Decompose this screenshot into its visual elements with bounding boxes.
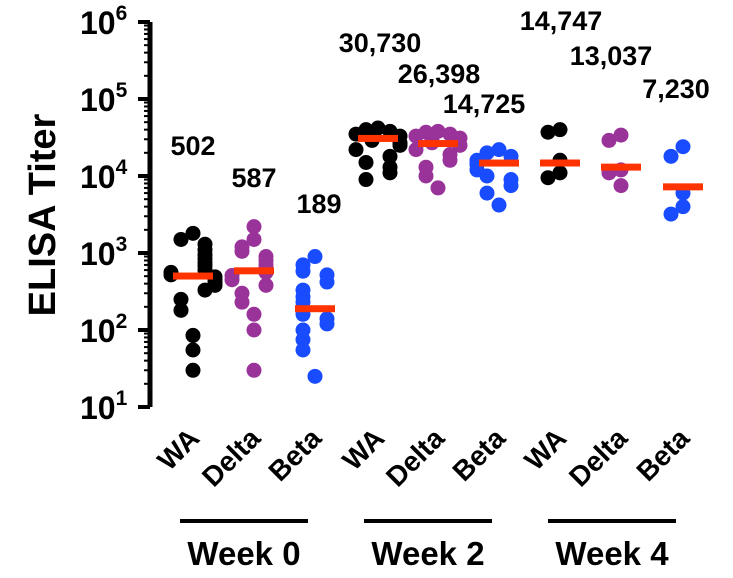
y-axis-label: ELISA Titer <box>22 113 64 316</box>
data-point-week-0-delta <box>246 219 262 235</box>
data-point-week-0-delta <box>234 243 250 259</box>
median-bar-week-2-beta <box>479 159 519 167</box>
data-point-week-2-beta <box>479 168 495 184</box>
median-bar-week-4-wa <box>540 159 580 167</box>
x-tick-label: Delta <box>563 422 634 493</box>
group-label: Week 0 <box>187 535 300 572</box>
x-tick-label: Beta <box>262 422 327 487</box>
data-point-week-0-beta <box>319 274 335 290</box>
data-point-week-0-delta <box>246 362 262 378</box>
data-point-week-0-delta <box>246 231 262 247</box>
median-label: 14,747 <box>520 6 603 36</box>
data-point-week-0-wa <box>173 231 189 247</box>
data-point-week-0-delta <box>246 306 262 322</box>
x-tick-label: WA <box>518 422 572 476</box>
data-point-week-0-beta <box>307 368 323 384</box>
data-point-week-2-wa <box>382 148 398 164</box>
data-point-week-0-wa <box>185 342 201 358</box>
median-bar-week-2-wa <box>358 134 398 142</box>
data-point-week-4-wa <box>540 124 556 140</box>
median-bar-week-0-delta <box>234 267 274 275</box>
y-tick-label: 105 <box>80 79 128 118</box>
data-point-week-0-beta <box>307 249 323 265</box>
data-point-week-2-beta <box>491 197 507 213</box>
data-point-week-0-wa <box>185 225 201 241</box>
data-point-week-0-delta <box>224 272 240 288</box>
data-points <box>163 120 691 384</box>
data-point-week-2-delta <box>442 152 458 168</box>
x-tick-label: WA <box>151 422 205 476</box>
y-tick-label: 104 <box>80 156 128 195</box>
data-point-week-4-delta <box>601 132 617 148</box>
data-point-week-2-beta <box>491 142 507 158</box>
data-point-week-0-wa <box>197 282 213 298</box>
median-bar-week-2-delta <box>418 140 458 148</box>
data-point-week-0-delta <box>258 277 274 293</box>
median-bar-week-4-delta <box>601 163 641 171</box>
y-tick-label: 102 <box>80 310 127 349</box>
median-bar-week-4-beta <box>663 183 703 191</box>
y-axis <box>138 20 153 409</box>
median-label: 30,730 <box>339 28 422 58</box>
median-bar-week-0-wa <box>173 272 213 280</box>
data-point-week-4-beta <box>675 199 691 215</box>
group-label: Week 2 <box>371 535 484 572</box>
data-point-week-4-beta <box>663 206 679 222</box>
x-tick-label: Delta <box>196 422 267 493</box>
data-point-week-4-wa <box>552 165 568 181</box>
median-label: 26,398 <box>398 59 481 89</box>
data-point-week-2-wa <box>382 165 398 181</box>
y-tick-labels: 101 102 103 104 105 106 <box>80 2 128 426</box>
median-label: 13,037 <box>570 41 653 71</box>
data-point-week-0-wa <box>185 362 201 378</box>
group-label: Week 4 <box>555 535 669 572</box>
x-tick-label: Delta <box>380 422 451 493</box>
data-point-week-4-beta <box>663 148 679 164</box>
data-point-week-2-delta <box>418 168 434 184</box>
data-point-week-2-beta <box>479 185 495 201</box>
data-point-week-0-wa <box>173 302 189 318</box>
data-point-week-2-delta <box>430 180 446 196</box>
median-label: 14,725 <box>443 89 526 119</box>
data-point-week-4-delta <box>613 127 629 143</box>
data-point-week-0-delta <box>246 322 262 338</box>
data-point-week-4-delta <box>613 178 629 194</box>
y-tick-label: 106 <box>80 2 127 41</box>
data-point-week-0-beta <box>295 332 311 348</box>
median-bar-week-0-beta <box>295 305 335 313</box>
data-point-week-4-wa <box>552 122 568 138</box>
y-tick-label: 103 <box>80 233 127 272</box>
data-point-week-0-beta <box>295 342 311 358</box>
data-point-week-0-wa <box>185 327 201 343</box>
data-point-week-4-beta <box>675 139 691 155</box>
y-tick-label: 101 <box>80 387 128 426</box>
data-point-week-2-delta <box>408 128 424 144</box>
data-point-week-0-beta <box>319 316 335 332</box>
data-point-week-0-delta <box>234 294 250 310</box>
x-tick-label: Beta <box>630 422 695 487</box>
median-label: 502 <box>170 131 215 161</box>
median-label: 7,230 <box>642 74 710 104</box>
data-point-week-2-wa <box>348 142 364 158</box>
x-tick-label: Beta <box>446 422 511 487</box>
data-point-week-2-wa <box>358 172 374 188</box>
data-point-week-0-beta <box>295 263 311 279</box>
week-groups: Week 0 Week 2 Week 4 <box>180 519 676 572</box>
median-bars <box>173 134 703 313</box>
median-label: 189 <box>296 189 341 219</box>
data-point-week-4-wa <box>540 170 556 186</box>
median-label: 587 <box>231 163 276 193</box>
data-point-week-2-wa <box>358 154 374 170</box>
data-point-week-2-beta <box>503 178 519 194</box>
data-point-week-0-wa <box>173 291 189 307</box>
